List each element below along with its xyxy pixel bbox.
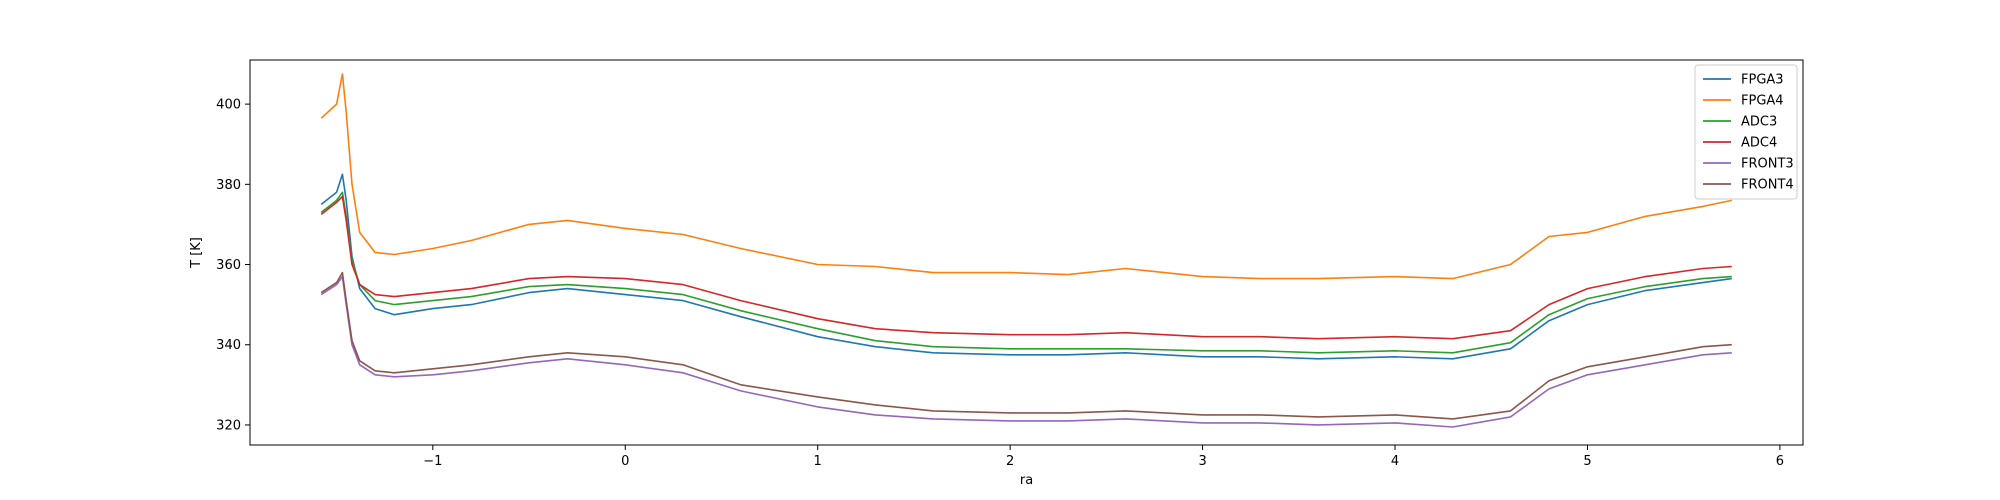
y-tick-label: 360 [216, 258, 241, 273]
x-axis: −1 0 1 2 3 4 5 6 [423, 445, 1784, 469]
plot-frame [249, 59, 1804, 446]
legend: FPGA3 FPGA4 ADC3 ADC4 FRONT3 FRONT4 [1694, 64, 1798, 200]
series-line-front3 [320, 275, 1732, 428]
series-line-adc3 [320, 191, 1732, 354]
series-line-adc4 [320, 195, 1732, 340]
y-axis-label: T [K] [189, 237, 204, 269]
x-tick-label: 3 [1198, 454, 1206, 469]
y-tick-label: 340 [216, 338, 241, 353]
legend-label: FPGA4 [1741, 94, 1784, 109]
legend-label: FRONT3 [1741, 157, 1794, 172]
x-tick-label: 2 [1006, 454, 1014, 469]
x-axis-label: ra [1020, 473, 1033, 488]
legend-label: ADC3 [1741, 115, 1777, 130]
x-tick-label: 5 [1583, 454, 1591, 469]
y-axis: 320 340 360 380 400 [216, 98, 250, 433]
legend-label: FPGA3 [1741, 73, 1784, 88]
y-tick-label: 400 [216, 98, 241, 113]
legend-label: FRONT4 [1741, 178, 1794, 193]
series-line-fpga4 [320, 73, 1732, 280]
x-tick-label: 1 [814, 454, 822, 469]
series-line-fpga3 [320, 173, 1732, 360]
y-tick-label: 380 [216, 178, 241, 193]
legend-box [1694, 64, 1798, 200]
x-tick-label: 6 [1776, 454, 1784, 469]
series-line-front4 [320, 271, 1732, 420]
x-tick-label: −1 [423, 454, 442, 469]
x-tick-label: 0 [621, 454, 629, 469]
y-tick-label: 320 [216, 418, 241, 433]
legend-label: ADC4 [1741, 136, 1777, 151]
x-tick-label: 4 [1391, 454, 1399, 469]
series-layer [320, 73, 1732, 428]
